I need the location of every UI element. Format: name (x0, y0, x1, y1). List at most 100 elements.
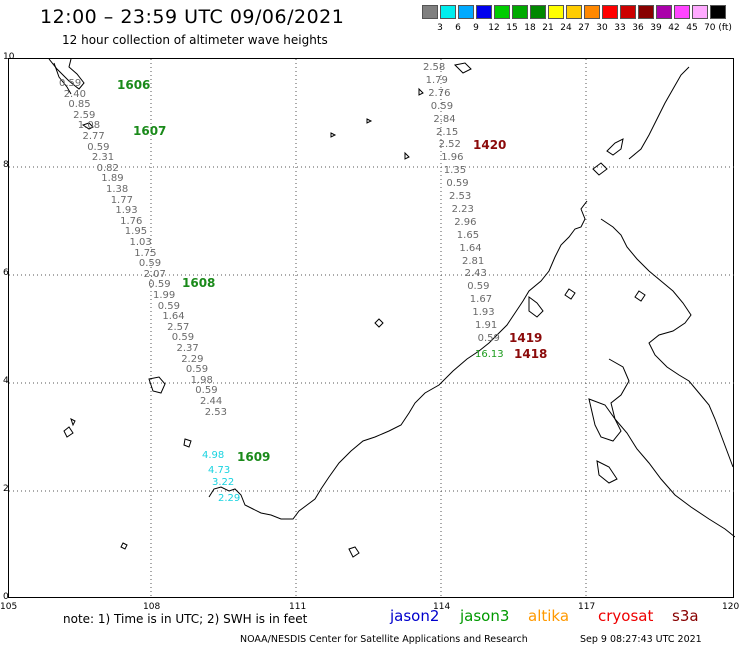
wave-height-value: 1.08 (77, 120, 101, 132)
wave-height-value: 1.93 (472, 307, 495, 319)
wave-height-value: 2.57 (167, 321, 190, 333)
y-tick-0: 0 (3, 592, 9, 602)
x-tick-117: 117 (578, 602, 596, 612)
legend-scale-label: 33 (614, 23, 626, 33)
wave-height-value: 0.59 (171, 332, 195, 344)
wave-height-value: 1.99 (153, 290, 176, 301)
legend-swatch (512, 5, 528, 19)
wave-height-value: 2.31 (91, 152, 115, 164)
wave-height-value: 0.59 (59, 78, 82, 89)
wave-height-value: 2.96 (454, 216, 477, 228)
wave-height-value: 1.35 (443, 165, 467, 177)
grid-lines (9, 59, 735, 599)
legend-swatch (458, 5, 474, 19)
legend-scale-label: 45 (686, 23, 698, 33)
pass-tag-1420: 1420 (473, 138, 507, 152)
wave-height-value: 2.37 (176, 343, 199, 354)
footer-note: note: 1) Time is in UTC; 2) SWH is in fe… (63, 612, 308, 626)
y-tick-10: 10 (3, 52, 15, 62)
wave-height-value: 1.64 (162, 311, 185, 323)
wave-height-value: 1.95 (124, 226, 148, 238)
legend-scale-label: 39 (650, 23, 662, 33)
wave-height-value: 2.53 (204, 406, 227, 418)
legend-swatch (530, 5, 546, 19)
wave-height-value: 1.76 (120, 215, 143, 227)
legend-swatch (584, 5, 600, 19)
wave-height-value: 0.59 (157, 300, 180, 312)
x-tick-105: 105 (0, 602, 18, 612)
satellite-label-jason3: jason3 (460, 607, 510, 625)
x-tick-108: 108 (143, 602, 161, 612)
coastline-map (9, 59, 735, 599)
legend-scale-label: 3 (437, 23, 443, 33)
wave-height-value-cyan: 2.29 (218, 493, 241, 504)
pass-tag-1606: 1606 (117, 78, 151, 92)
pass-tag-1607: 1607 (133, 124, 167, 138)
wave-height-value: 0.59 (467, 281, 490, 293)
wave-height-value: 2.59 (73, 109, 96, 121)
wave-height-value: 1.67 (469, 294, 493, 306)
legend-scale-label: 30 (596, 23, 608, 33)
legend-swatch (638, 5, 654, 19)
wave-height-value: 2.52 (438, 139, 461, 151)
satellite-label-s3a: s3a (672, 607, 699, 625)
y-tick-6: 6 (3, 268, 9, 278)
wave-height-value: 0.82 (96, 162, 119, 174)
wave-height-value: 0.59 (446, 178, 469, 190)
generated-timestamp: Sep 9 08:27:43 UTC 2021 (580, 634, 702, 645)
wave-height-value: 1.38 (106, 184, 129, 195)
wave-height-value: 1.89 (101, 173, 124, 185)
legend-scale-label: 70 (ft) (704, 23, 732, 33)
legend-swatch (494, 5, 510, 19)
wave-height-value-green: 16.13 (475, 349, 504, 360)
pass-tag-1608: 1608 (182, 276, 216, 290)
legend-scale-label: 21 (542, 23, 554, 33)
wave-height-value: 0.59 (87, 141, 110, 153)
wave-height-value: 1.75 (134, 247, 157, 259)
map-title: 12:00 – 23:59 UTC 09/06/2021 (40, 6, 345, 28)
wave-height-value: 1.77 (110, 194, 133, 206)
wave-height-value: 2.29 (181, 353, 204, 365)
legend-swatch (602, 5, 618, 19)
legend-scale-label: 15 (506, 23, 518, 33)
wave-height-value: 2.07 (143, 268, 166, 280)
legend-swatch (674, 5, 690, 19)
wave-height-value: 0.59 (138, 258, 162, 270)
satellite-label-jason2: jason2 (390, 607, 440, 625)
wave-height-value: 2.84 (433, 113, 456, 125)
legend-scale-label: 24 (560, 23, 572, 33)
legend-swatch (656, 5, 672, 19)
wave-height-value: 2.76 (428, 87, 451, 99)
legend-swatch (476, 5, 492, 19)
wave-height-value: 0.59 (430, 100, 454, 112)
y-tick-8: 8 (3, 160, 9, 170)
credit-line: NOAA/NESDIS Center for Satellite Applica… (240, 634, 528, 645)
wave-height-value-cyan: 3.22 (212, 477, 235, 488)
legend-swatch (692, 5, 708, 19)
pass-tag-1609: 1609 (237, 450, 271, 464)
legend-swatch (440, 5, 456, 19)
legend-scale-label: 36 (632, 23, 644, 33)
satellite-label-cryosat: cryosat (598, 607, 654, 625)
x-tick-120: 120 (722, 602, 740, 612)
y-tick-2: 2 (3, 484, 9, 494)
wave-height-value: 2.53 (449, 191, 472, 202)
wave-height-value: 2.43 (464, 268, 487, 280)
wave-height-value: 1.79 (425, 74, 448, 86)
wave-height-value-cyan: 4.98 (202, 450, 225, 461)
legend-scale-label: 9 (473, 23, 479, 33)
pass-tag-1419: 1419 (509, 331, 543, 345)
wave-height-value: 1.91 (475, 320, 498, 331)
legend-swatch (548, 5, 564, 19)
wave-height-value-cyan: 4.73 (208, 465, 231, 476)
legend-scale-label: 27 (578, 23, 590, 33)
wave-height-value: 0.59 (477, 332, 500, 344)
legend-scale-label: 6 (455, 23, 461, 33)
legend-swatch (620, 5, 636, 19)
wave-height-value: 1.96 (441, 152, 464, 164)
x-tick-111: 111 (289, 602, 307, 612)
wave-height-value: 0.59 (185, 364, 209, 376)
wave-height-value: 0.59 (148, 279, 171, 291)
legend-scale-label: 42 (668, 23, 680, 33)
wave-height-value: 2.58 (423, 62, 446, 73)
